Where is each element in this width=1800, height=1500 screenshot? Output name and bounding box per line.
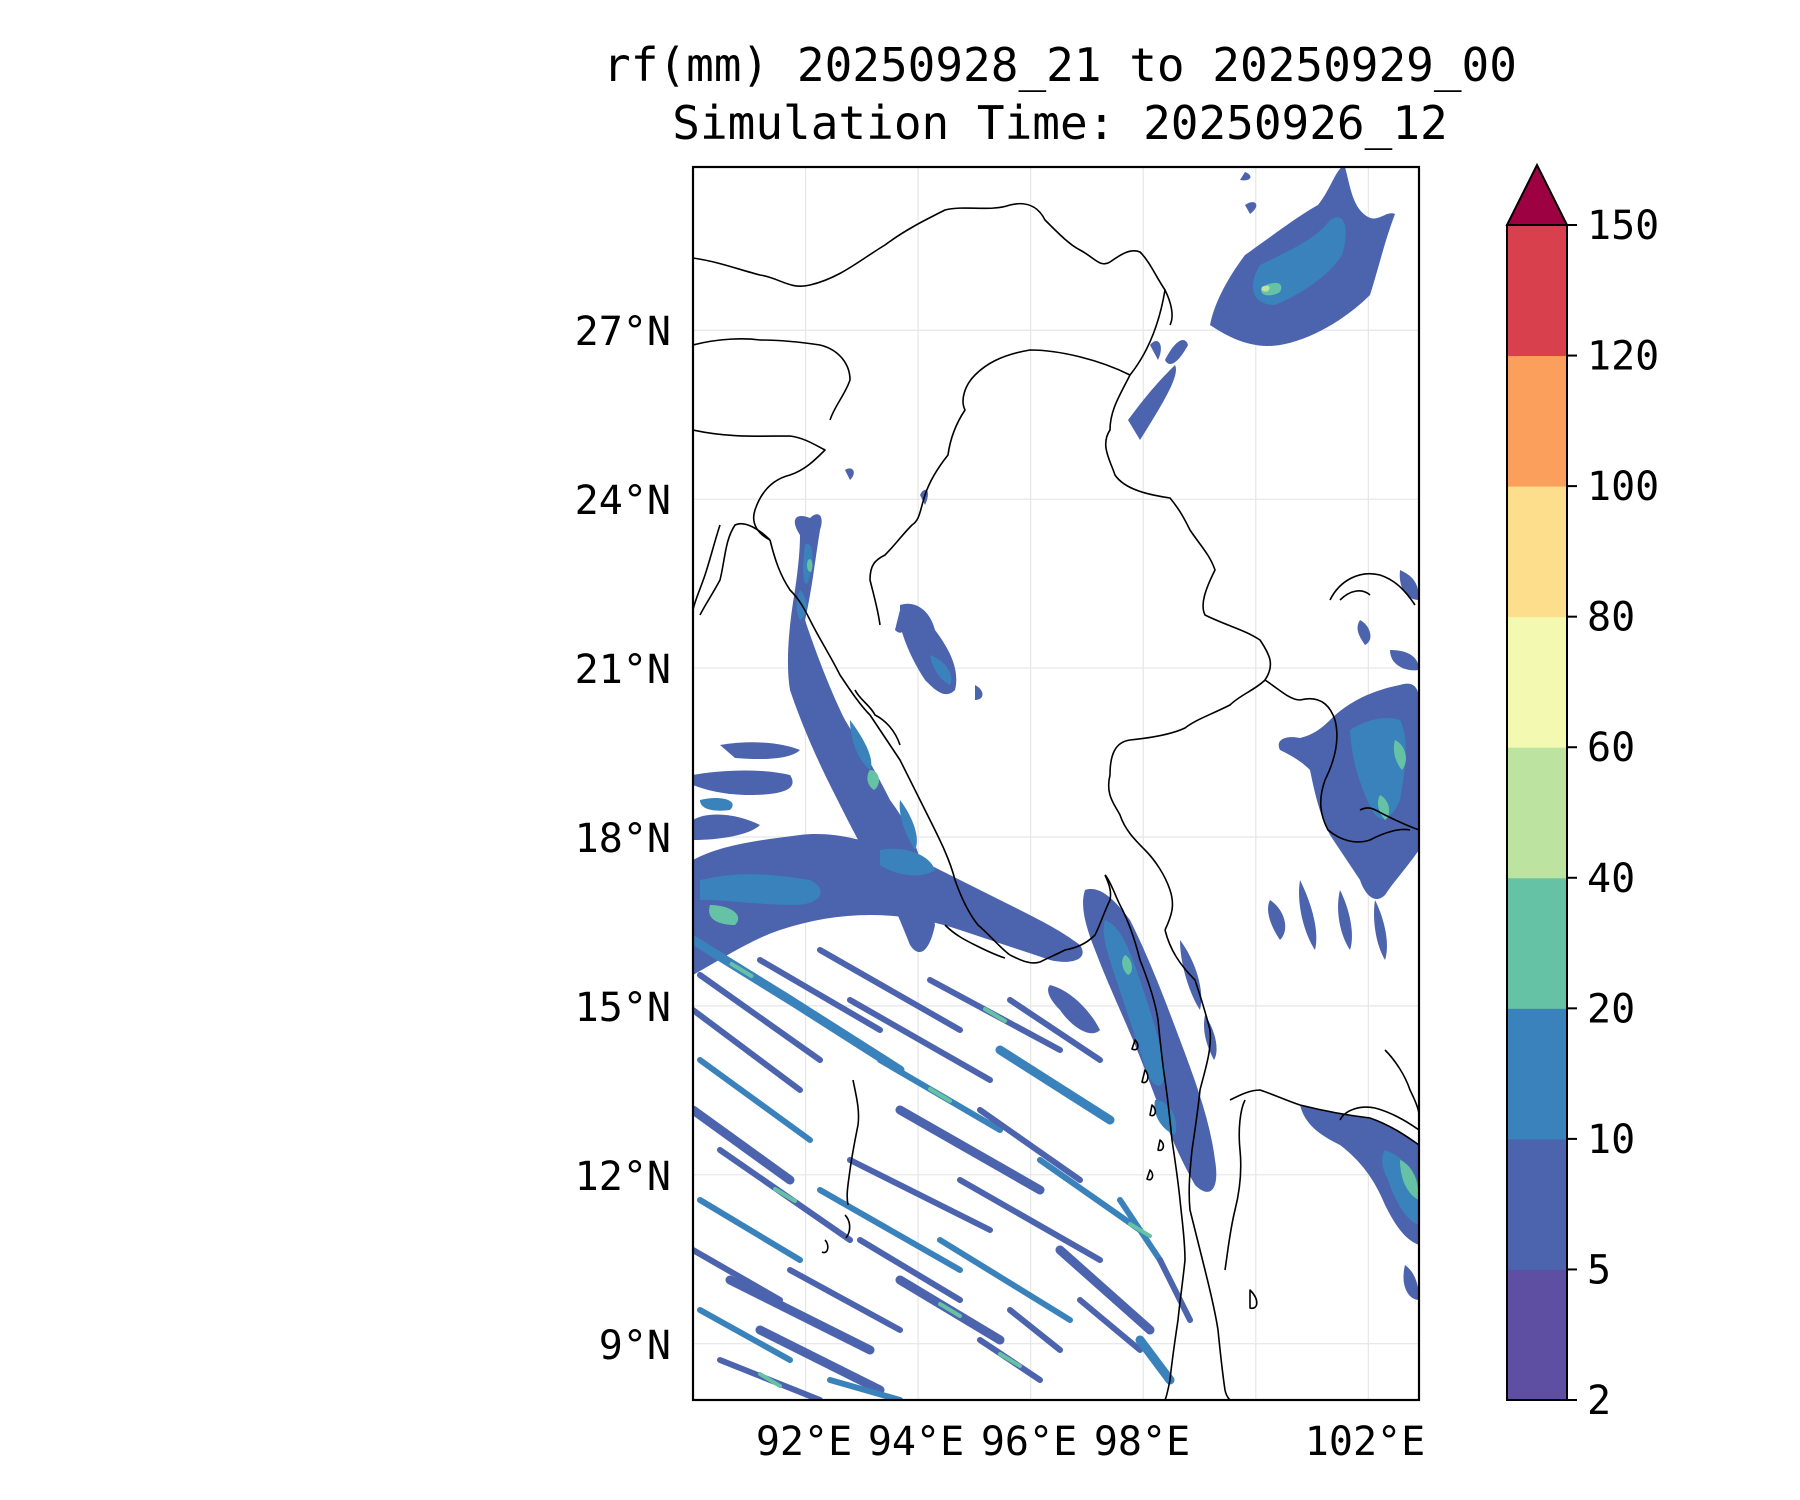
colorbar-segment bbox=[1507, 1138, 1567, 1270]
rain-streak bbox=[693, 1247, 783, 1303]
lon-tick-label: 96°E bbox=[981, 1419, 1077, 1465]
rain-streak bbox=[847, 997, 993, 1083]
rain-streak bbox=[995, 1045, 1115, 1125]
rain-cluster-rakhine bbox=[787, 514, 935, 953]
rain-streak bbox=[725, 1275, 875, 1355]
lat-tick-label: 21°N bbox=[575, 647, 671, 693]
colorbar-segment bbox=[1507, 1008, 1567, 1140]
lat-ticks: 27°N 24°N 21°N 18°N 15°N 12°N 9°N bbox=[575, 309, 671, 1369]
rain-streak-core bbox=[773, 1187, 797, 1203]
rain-streak bbox=[1135, 1335, 1175, 1385]
colorbar-segment bbox=[1507, 747, 1567, 879]
lat-tick-label: 12°N bbox=[575, 1154, 671, 1200]
rain-streak bbox=[1007, 1307, 1063, 1353]
colorbar-tick-label: 20 bbox=[1587, 986, 1635, 1032]
lat-tick-label: 18°N bbox=[575, 816, 671, 862]
colorbar-tick-label: 100 bbox=[1587, 464, 1659, 510]
rain-streak-core bbox=[928, 1087, 952, 1103]
colorbar-segment bbox=[1507, 486, 1567, 618]
rain-streak bbox=[1037, 1157, 1143, 1233]
rain-cluster-northeast bbox=[1128, 167, 1395, 440]
colorbar-segment bbox=[1507, 616, 1567, 748]
rain-streak bbox=[847, 1157, 993, 1233]
rain-streak bbox=[1007, 997, 1103, 1063]
rain-streak bbox=[1077, 1297, 1143, 1353]
colorbar-segment bbox=[1507, 1269, 1567, 1401]
colorbar-tick-label: 60 bbox=[1587, 725, 1635, 771]
rain-streak bbox=[757, 957, 883, 1033]
rain-cluster-bay-of-bengal bbox=[693, 742, 1083, 975]
colorbar-tick-label: 10 bbox=[1587, 1117, 1635, 1163]
map-frame bbox=[691, 165, 1421, 1402]
rain-streak bbox=[957, 1177, 1103, 1263]
rain-streak bbox=[857, 1237, 963, 1303]
rain-streak bbox=[1055, 1245, 1155, 1335]
figure-title: rf(mm) 20250928_21 to 20250929_00 bbox=[603, 38, 1517, 92]
map-frame-bg bbox=[693, 167, 1419, 1400]
rain-streak bbox=[817, 947, 963, 1033]
colorbar: 2 5 10 20 40 60 80 100 120 150 bbox=[1505, 162, 1659, 1424]
colorbar-tick-label: 150 bbox=[1587, 203, 1659, 249]
rain-streak bbox=[1157, 1257, 1193, 1323]
colorbar-tick-label: 5 bbox=[1587, 1247, 1611, 1293]
colorbar-segment bbox=[1507, 877, 1567, 1009]
rain-streak bbox=[937, 1237, 1073, 1323]
colorbar-segment bbox=[1507, 355, 1567, 487]
lon-tick-label: 98°E bbox=[1094, 1419, 1190, 1465]
colorbar-tick-label: 80 bbox=[1587, 595, 1635, 641]
rain-streak bbox=[693, 1007, 803, 1093]
rain-streak bbox=[817, 1187, 963, 1273]
rain-cluster-east bbox=[1268, 570, 1419, 960]
rain-streak bbox=[977, 1107, 1083, 1183]
rain-cluster-inland bbox=[845, 468, 983, 700]
rain-streak bbox=[787, 1267, 903, 1333]
colorbar-tick-label: 40 bbox=[1587, 856, 1635, 902]
colorbar-border bbox=[1506, 224, 1568, 1401]
rain-streak bbox=[697, 1307, 793, 1363]
rainfall-field bbox=[693, 167, 1419, 1400]
colorbar-segment bbox=[1507, 225, 1567, 357]
lon-tick-label: 102°E bbox=[1305, 1419, 1425, 1465]
rain-streak-core bbox=[998, 1352, 1022, 1368]
colorbar-extend-arrow bbox=[1505, 162, 1569, 226]
rain-cluster-tanintharyi bbox=[1048, 889, 1217, 1192]
rain-streak-core bbox=[729, 962, 754, 978]
rain-streak bbox=[827, 1377, 903, 1400]
colorbar-tick-label: 120 bbox=[1587, 334, 1659, 380]
rain-streak-core bbox=[938, 1302, 962, 1318]
rain-streaks bbox=[693, 935, 1193, 1400]
rain-streak bbox=[755, 1325, 885, 1395]
rain-streak-core bbox=[758, 1372, 782, 1388]
rain-streak bbox=[697, 972, 823, 1063]
lat-tick-label: 15°N bbox=[575, 985, 671, 1031]
lon-ticks: 92°E 94°E 96°E 98°E 102°E bbox=[756, 1419, 1425, 1465]
lon-tick-label: 92°E bbox=[756, 1419, 852, 1465]
colorbar-tick-label: 2 bbox=[1587, 1378, 1611, 1424]
rain-streak bbox=[697, 1057, 813, 1143]
rain-streak-core bbox=[983, 1007, 1007, 1023]
lon-tick-label: 94°E bbox=[868, 1419, 964, 1465]
rain-streak bbox=[895, 1105, 1045, 1195]
figure-subtitle: Simulation Time: 20250926_12 bbox=[672, 96, 1448, 150]
rain-streak-core bbox=[1128, 1222, 1152, 1238]
rain-cluster-southeast bbox=[1300, 1105, 1419, 1300]
lat-tick-label: 27°N bbox=[575, 309, 671, 355]
rain-streak bbox=[693, 1105, 795, 1185]
coastlines-borders bbox=[693, 202, 1419, 1400]
rain-streak bbox=[697, 1197, 803, 1263]
lat-tick-label: 24°N bbox=[575, 478, 671, 524]
lat-tick-label: 9°N bbox=[599, 1323, 671, 1369]
